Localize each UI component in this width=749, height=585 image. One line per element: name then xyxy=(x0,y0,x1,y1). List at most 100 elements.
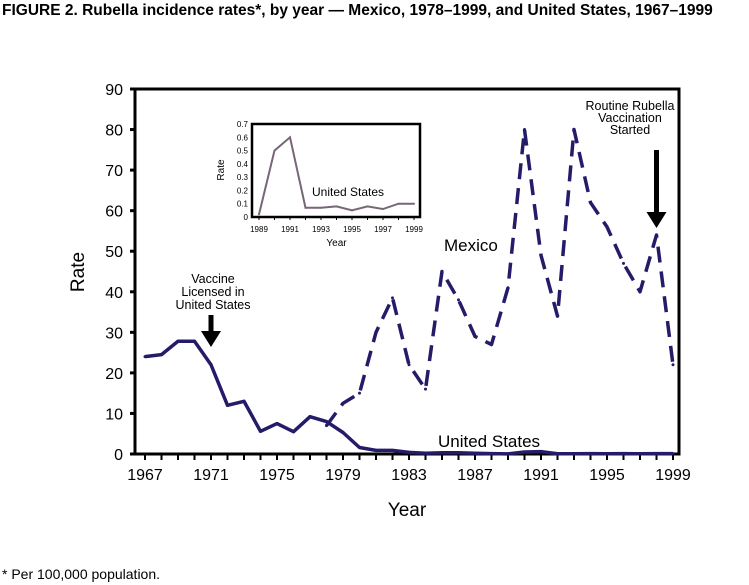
inset-data-point xyxy=(304,206,307,209)
data-point xyxy=(440,451,444,455)
data-point xyxy=(358,391,361,395)
inset-x-tick-label: 1995 xyxy=(343,225,361,234)
y-axis-label: Rate xyxy=(68,252,89,292)
data-point xyxy=(473,334,477,338)
data-point xyxy=(374,448,378,452)
data-point xyxy=(407,450,411,454)
inset-y-tick-label: 0.5 xyxy=(237,147,249,156)
inset-y-axis-label: Rate xyxy=(216,159,227,181)
data-point xyxy=(143,355,147,359)
data-point xyxy=(242,399,246,403)
annotation-routine-vaccination-2: Vaccination xyxy=(598,111,662,125)
data-point xyxy=(622,452,625,456)
data-point xyxy=(539,450,543,454)
inset-y-tick-label: 0.7 xyxy=(237,120,249,129)
data-point xyxy=(523,128,526,132)
data-point xyxy=(193,339,196,343)
data-point xyxy=(556,314,559,318)
inset-y-tick-label: 0.3 xyxy=(237,173,249,182)
inset-y-tick-label: 0 xyxy=(244,213,249,222)
data-point xyxy=(605,452,609,456)
x-tick-label: 1975 xyxy=(259,467,295,484)
data-point xyxy=(556,452,559,456)
data-point xyxy=(506,452,510,456)
inset-data-point xyxy=(366,205,369,208)
data-point xyxy=(226,403,229,407)
inset-data-point xyxy=(351,209,353,212)
annotation-routine-vaccination-1: Routine Rubella xyxy=(586,99,675,113)
inset-data-point xyxy=(382,208,384,211)
inset-x-tick-label: 1997 xyxy=(374,225,392,234)
footnote: * Per 100,000 population. xyxy=(2,566,161,582)
x-axis-label: Year xyxy=(388,500,427,521)
data-point xyxy=(391,448,394,452)
data-point xyxy=(424,387,427,391)
x-tick-label: 1995 xyxy=(589,467,625,484)
arrow-routine-vaccination-head xyxy=(646,212,667,228)
data-point xyxy=(539,253,543,257)
data-point xyxy=(341,431,345,435)
inset-data-point xyxy=(273,149,276,152)
data-point xyxy=(589,452,592,456)
annotation-vaccine-licensed-1: Vaccine xyxy=(191,272,235,286)
data-point xyxy=(490,343,493,346)
data-point xyxy=(457,298,460,302)
x-tick-label: 1991 xyxy=(523,467,559,484)
data-point xyxy=(424,451,427,455)
y-tick-label: 90 xyxy=(105,82,123,99)
inset-series-label: United States xyxy=(312,185,384,199)
data-point xyxy=(622,261,625,265)
data-point xyxy=(407,363,411,367)
annotation-vaccine-licensed-3: United States xyxy=(175,298,250,312)
data-point xyxy=(358,446,361,450)
y-tick-label: 60 xyxy=(105,204,123,221)
arrow-vaccine-licensed-head xyxy=(201,331,221,347)
inset-data-point xyxy=(335,205,338,208)
series-line-mexico xyxy=(325,127,675,427)
series-label-us: United States xyxy=(438,432,540,451)
data-point xyxy=(440,270,444,273)
inset-data-point xyxy=(258,213,260,216)
series-label-mexico: Mexico xyxy=(444,236,498,255)
y-tick-label: 20 xyxy=(105,366,123,383)
x-tick-label: 1967 xyxy=(127,467,163,484)
y-tick-label: 70 xyxy=(105,163,123,180)
data-point xyxy=(341,401,345,405)
inset-y-tick-label: 0.4 xyxy=(237,160,249,169)
x-tick-label: 1999 xyxy=(655,467,691,484)
data-point xyxy=(176,339,180,343)
data-point xyxy=(655,233,658,237)
data-point xyxy=(160,353,163,357)
data-point xyxy=(292,430,295,434)
data-point xyxy=(275,422,279,426)
inset-data-point xyxy=(397,202,400,205)
data-point xyxy=(325,424,328,428)
y-tick-label: 0 xyxy=(114,447,123,464)
x-tick-label: 1987 xyxy=(457,467,493,484)
data-point xyxy=(572,128,576,132)
inset-y-tick-label: 0.1 xyxy=(237,200,249,209)
data-point xyxy=(638,290,642,294)
inset-data-point xyxy=(413,202,415,205)
data-point xyxy=(374,330,378,334)
data-point xyxy=(457,451,460,455)
plot-frame xyxy=(133,87,681,456)
data-point xyxy=(671,452,675,456)
data-point xyxy=(506,286,510,290)
data-point xyxy=(308,415,312,419)
inset-x-tick-label: 1991 xyxy=(281,225,299,234)
x-tick-label: 1979 xyxy=(325,467,361,484)
inset-x-tick-label: 1993 xyxy=(312,225,330,234)
data-point xyxy=(490,452,493,456)
data-point xyxy=(259,429,262,433)
inset-x-tick-label: 1999 xyxy=(405,225,423,234)
data-point xyxy=(605,225,609,229)
data-point xyxy=(638,452,642,456)
data-point xyxy=(209,363,213,367)
inset-x-axis-label: Year xyxy=(326,238,347,249)
inset-x-tick-label: 1989 xyxy=(250,225,268,234)
x-tick-label: 1983 xyxy=(391,467,427,484)
y-tick-label: 80 xyxy=(105,123,123,140)
